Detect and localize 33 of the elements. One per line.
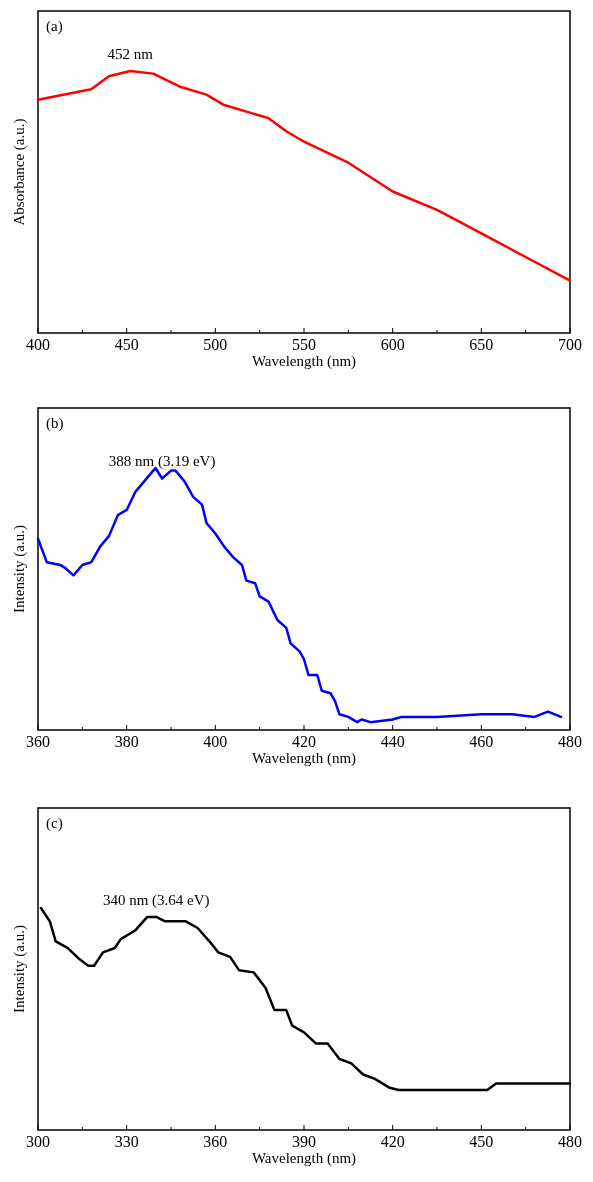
x-tick-label: 400 <box>26 336 50 353</box>
x-axis-title: Wavelength (nm) <box>251 353 357 370</box>
text: (b) <box>46 415 64 432</box>
x-tick-label: 360 <box>203 1133 228 1150</box>
x-tick-label: 420 <box>292 733 316 750</box>
x-tick-label: 550 <box>292 336 316 353</box>
x-tick-label: 400 <box>203 733 228 750</box>
annotation: 340 nm (3.64 eV) <box>102 891 210 909</box>
annotation: 388 nm (3.19 eV) <box>108 453 216 471</box>
x-tick-label: 500 <box>203 336 228 353</box>
x-tick-label: 480 <box>558 1133 582 1150</box>
x-tick-label: 300 <box>26 1133 50 1150</box>
x-tick-label: 420 <box>380 1133 405 1150</box>
x-axis-title: Wavelength (nm) <box>251 750 357 767</box>
x-tick-label: 460 <box>469 733 494 750</box>
x-tick-label: 450 <box>469 1133 494 1150</box>
y-axis-title: Intensity (a.u.) <box>11 925 28 1013</box>
x-tick-label: 700 <box>558 336 582 353</box>
text: (a) <box>46 18 63 35</box>
y-axis-title: Intensity (a.u.) <box>11 525 28 613</box>
x-tick-label: 330 <box>114 1133 139 1150</box>
x-axis-title: Wavelength (nm) <box>251 1150 357 1167</box>
x-tick-label: 360 <box>26 733 50 750</box>
x-tick-label: 390 <box>292 1133 316 1150</box>
annotation: 452 nm <box>107 46 154 62</box>
x-tick-label: 480 <box>558 733 582 750</box>
y-axis-title: Absorbance (a.u.) <box>11 118 28 226</box>
x-tick-label: 440 <box>380 733 405 750</box>
x-tick-label: 650 <box>469 336 494 353</box>
x-tick-label: 450 <box>114 336 139 353</box>
x-tick-label: 600 <box>380 336 405 353</box>
text: (c) <box>46 815 63 832</box>
x-tick-label: 380 <box>114 733 139 750</box>
